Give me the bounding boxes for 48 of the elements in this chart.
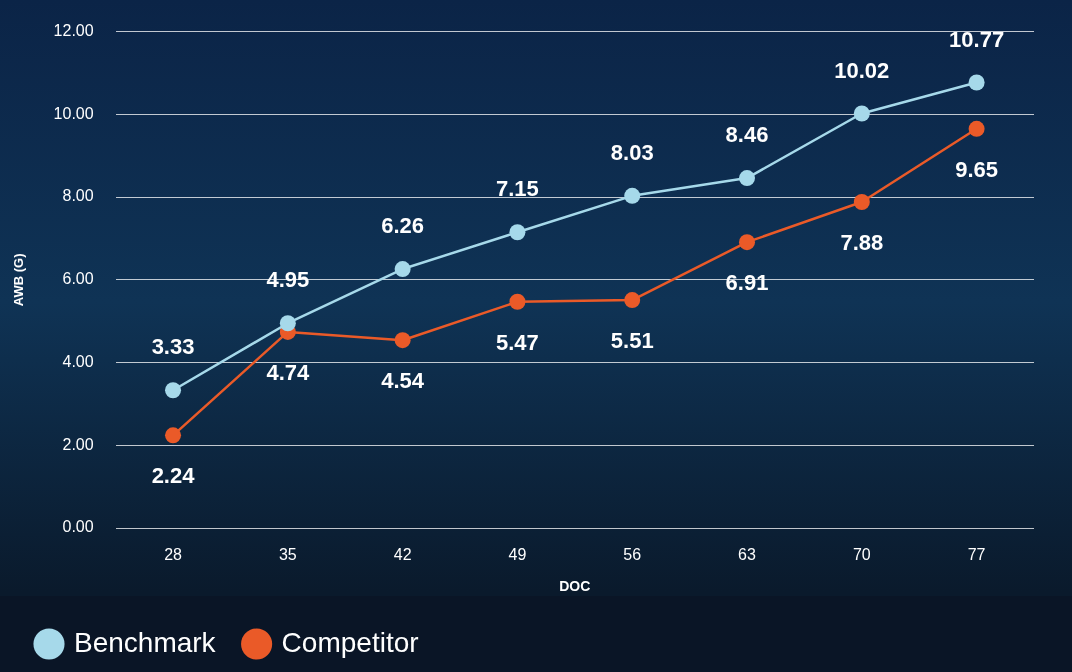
data-label: 7.88 xyxy=(840,230,884,256)
data-label: 5.51 xyxy=(610,328,654,354)
data-label: 6.26 xyxy=(381,213,425,239)
y-tick-label: 4.00 xyxy=(62,352,94,370)
y-tick-label: 10.00 xyxy=(53,104,94,122)
point xyxy=(165,382,182,399)
x-tick-label: 63 xyxy=(738,546,757,564)
data-label: 5.47 xyxy=(496,329,539,355)
point xyxy=(509,293,526,310)
data-label: 2.24 xyxy=(151,463,196,489)
data-label: 7.15 xyxy=(496,176,539,202)
point xyxy=(394,261,411,278)
point xyxy=(394,332,411,349)
x-tick-label: 28 xyxy=(164,546,183,564)
point xyxy=(624,187,641,204)
y-tick-label: 8.00 xyxy=(62,187,94,205)
x-tick-label: 35 xyxy=(278,546,297,564)
point xyxy=(624,292,641,309)
data-label: 10.02 xyxy=(834,57,890,83)
point xyxy=(853,194,870,211)
legend-label: Benchmark xyxy=(74,626,217,658)
x-tick-label: 70 xyxy=(852,546,871,564)
point xyxy=(509,224,526,241)
data-label: 8.03 xyxy=(610,139,654,165)
legend-label: Competitor xyxy=(281,626,419,658)
point xyxy=(279,315,296,332)
point xyxy=(853,105,870,122)
y-tick-label: 0.00 xyxy=(62,518,94,536)
data-label: 3.33 xyxy=(151,334,195,360)
data-label: 10.77 xyxy=(949,26,1005,52)
point xyxy=(165,427,182,444)
point xyxy=(739,234,756,251)
x-tick-label: 42 xyxy=(393,546,412,564)
y-axis-title: AWB (G) xyxy=(11,253,27,307)
x-axis-title: DOC xyxy=(559,578,591,595)
data-label: 4.74 xyxy=(266,359,310,385)
data-label: 4.54 xyxy=(381,368,425,394)
point xyxy=(968,120,985,137)
data-label: 9.65 xyxy=(955,156,999,182)
point xyxy=(968,74,985,91)
x-tick-label: 49 xyxy=(508,546,527,564)
y-tick-label: 12.00 xyxy=(53,22,94,40)
y-tick-label: 2.00 xyxy=(62,435,94,453)
x-tick-label: 56 xyxy=(623,546,642,564)
y-tick-label: 6.00 xyxy=(62,270,94,288)
point xyxy=(739,170,756,187)
data-label: 8.46 xyxy=(725,122,769,148)
x-tick-label: 77 xyxy=(967,546,986,564)
